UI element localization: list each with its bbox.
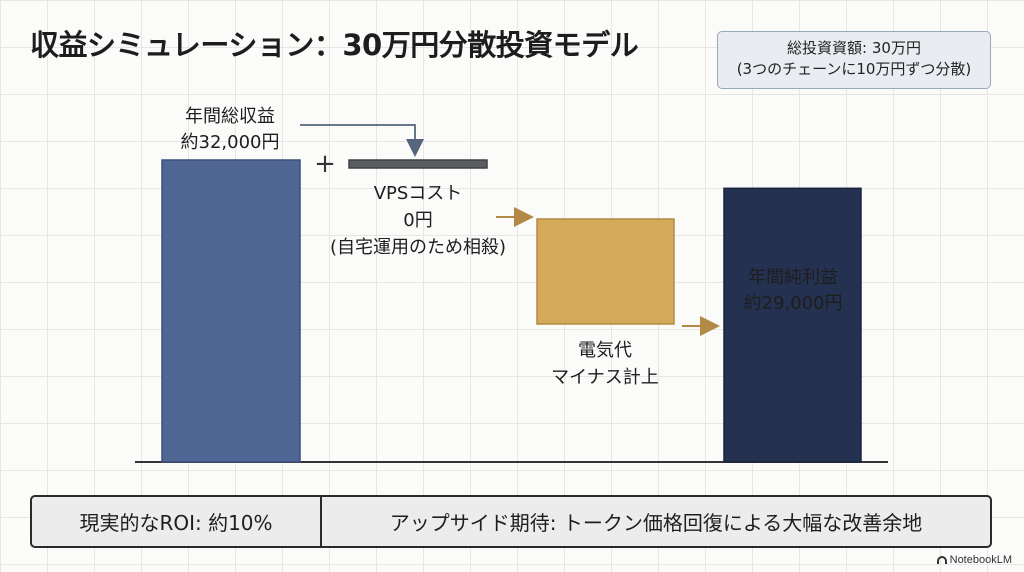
- plus-sign: +: [314, 149, 336, 179]
- vps-label-note: (自宅運用のため相殺): [330, 237, 506, 258]
- net-label-name: 年間純利益: [748, 267, 838, 288]
- electricity-label-note: マイナス計上: [551, 367, 659, 388]
- notebooklm-logo-text: NotebookLM: [949, 554, 1012, 566]
- revenue-label-name: 年間総収益: [185, 106, 275, 127]
- revenue-label-value: 約32,000円: [181, 132, 280, 153]
- investment-info-box: 総投資資額: 30万円 (3つのチェーンに10万円ずつ分散): [717, 31, 991, 89]
- upside-summary: アップサイド期待: トークン価格回復による大幅な改善余地: [389, 511, 923, 535]
- net-label-value: 約29,000円: [744, 293, 843, 314]
- roi-summary: 現実的なROI: 約10%: [32, 497, 322, 546]
- electricity-label-name: 電気代: [578, 340, 632, 361]
- info-box-line2: (3つのチェーンに10万円ずつ分散): [736, 60, 972, 78]
- notebooklm-logo-icon: [936, 556, 947, 564]
- bar-net-profit: [723, 187, 862, 463]
- bar-electricity-cost: [536, 218, 675, 325]
- info-box-line1: 総投資資額: 30万円: [787, 39, 921, 57]
- arrow-revenue-to-vps: [300, 124, 424, 157]
- bar-annual-revenue: [161, 159, 301, 463]
- bar-vps-cost: [348, 159, 488, 169]
- summary-bar: 現実的なROI: 約10% アップサイド期待: トークン価格回復による大幅な改善…: [30, 495, 992, 548]
- notebooklm-logo: NotebookLM: [936, 554, 1012, 566]
- vps-label-name: VPSコスト: [374, 183, 463, 204]
- vps-label-value: 0円: [403, 210, 432, 231]
- page-title: 収益シミュレーション：30万円分散投資モデル: [30, 28, 639, 62]
